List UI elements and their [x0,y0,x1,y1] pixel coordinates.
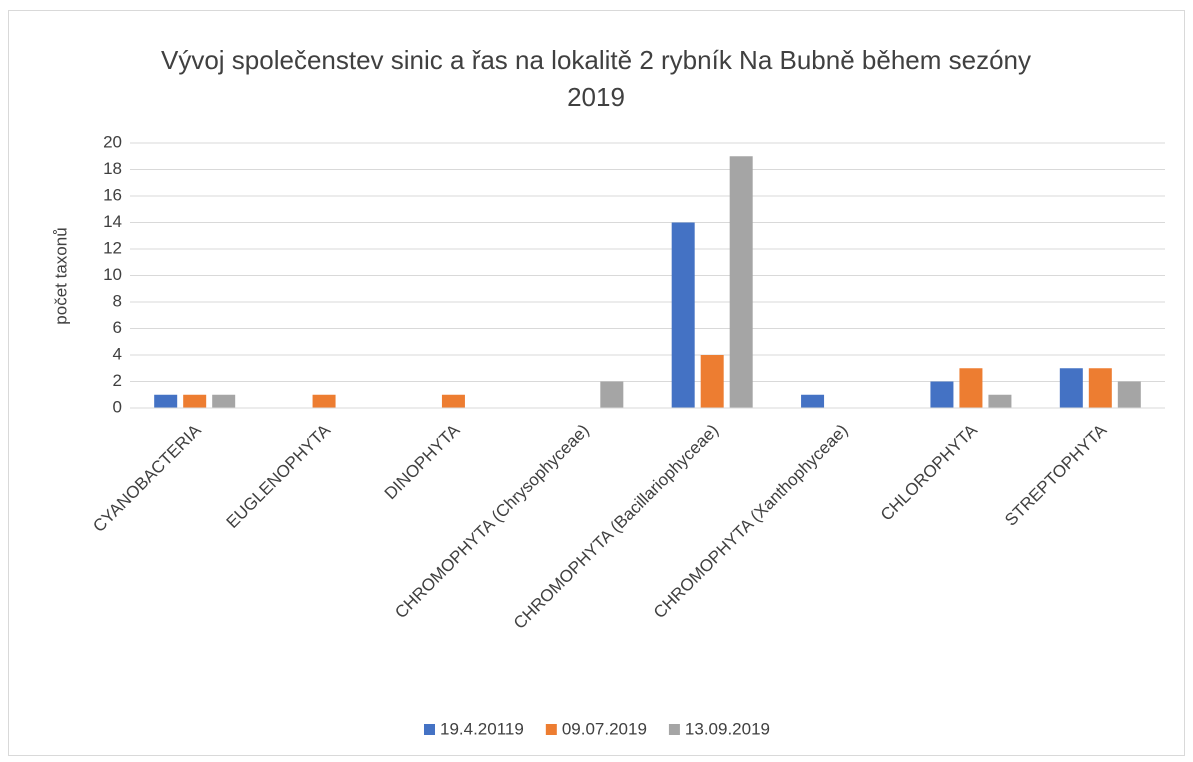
y-tick-label: 14 [103,212,122,231]
bar [212,394,236,408]
chart-border [8,10,1185,756]
y-tick-label: 16 [103,185,122,204]
bar [600,381,624,408]
bar [312,394,336,408]
y-tick-label: 0 [113,397,122,416]
x-tick-label: CHROMOPHYTA (Bacillariophyceae) [510,421,722,633]
bar [1059,368,1083,408]
x-tick-label: CHLOROPHYTA [877,420,982,525]
x-tick-label: CYANOBACTERIA [89,420,205,536]
x-tick-label: EUGLENOPHYTA [223,420,335,532]
bar [183,394,207,408]
y-tick-label: 6 [113,318,122,337]
bar [441,394,465,408]
y-tick-label: 10 [103,265,122,284]
bar [988,394,1012,408]
legend-label: 13.09.2019 [685,719,770,738]
chart-title: Vývoj společenstev sinic a řas na lokali… [160,45,1032,112]
legend-label: 19.4.20119 [440,719,524,738]
bar [1117,381,1141,408]
bar [1088,368,1112,408]
legend-label: 09.07.2019 [562,719,647,738]
y-tick-label: 20 [103,132,122,151]
bar [930,381,954,408]
x-tick-label: DINOPHYTA [381,420,464,503]
bar [700,355,724,408]
x-tick-label: STREPTOPHYTA [1001,420,1111,530]
y-tick-label: 8 [113,291,122,310]
y-tick-label: 2 [113,371,122,390]
legend-swatch [668,724,680,735]
bar [959,368,983,408]
legend-swatch [545,724,557,735]
bar [729,156,753,408]
legend-swatch [423,724,435,735]
bar [801,394,825,408]
y-tick-label: 12 [103,238,122,257]
y-tick-label: 4 [113,344,122,363]
bar [671,222,695,408]
bar [154,394,178,408]
y-tick-label: 18 [103,159,122,178]
y-axis-label: počet taxonů [51,227,70,324]
